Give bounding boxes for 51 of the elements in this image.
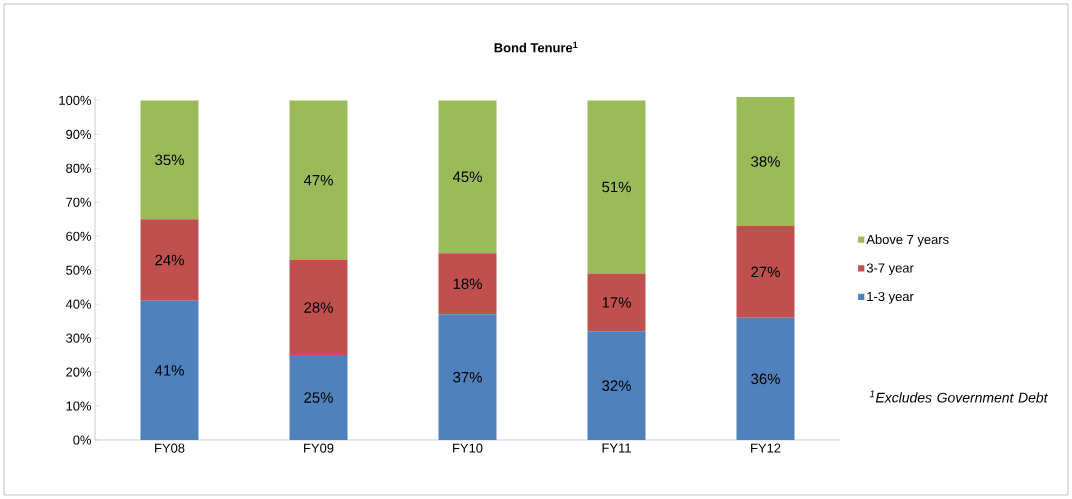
y-tick-label: 0% [73,435,92,445]
bar [587,273,646,332]
bar [140,300,199,440]
y-tick-label: 20% [66,367,92,377]
data-label: 28% [304,302,333,313]
data-label: 45% [452,171,482,183]
bar [140,100,199,220]
bar [736,226,795,318]
text: $^{1}$Excludes Government Debt [869,390,1048,403]
x-tick-label: FY10 [453,443,483,453]
data-label: 36% [751,373,780,385]
data-label: 32% [602,380,631,391]
y-tick-label: 10% [66,401,92,411]
bar [289,355,348,440]
data-label: 51% [602,181,631,193]
bar [587,100,646,274]
data-label: 38% [751,156,780,167]
bar [289,100,348,260]
bar [736,317,795,440]
legend-label: Above 7 years [866,234,949,247]
x-tick-label: FY09 [304,443,334,453]
legend-label: 3-7 year [866,263,914,276]
y-tick-label: 100% [59,95,92,105]
y-tick-label: 80% [66,163,92,173]
legend-label: 1-3 year [867,291,914,304]
y-tick-label: 40% [65,299,92,309]
chart-title: Bond Tenure$^{1}$ [494,41,578,53]
y-tick-label: 90% [66,129,92,139]
bar [587,331,646,440]
data-label: 35% [155,154,184,166]
bar [736,96,795,227]
bar [438,253,497,315]
bar [140,219,199,301]
data-label: 24% [155,254,184,266]
y-tick-label: 50% [66,265,92,275]
data-label: 47% [303,174,333,186]
bar [289,259,348,356]
x-tick-label: FY12 [751,443,781,453]
bar [438,314,497,440]
y-tick-label: 60% [66,231,92,241]
x-tick-label: FY11 [602,443,631,453]
y-tick-label: 70% [66,197,92,207]
data-label: 37% [453,371,482,383]
data-label: 27% [751,266,780,278]
data-label: 17% [602,297,631,308]
data-label: 41% [154,365,184,376]
bar [438,100,497,254]
data-label: 18% [453,278,482,290]
x-tick-label: FY08 [155,443,185,453]
data-label: 25% [304,392,333,403]
y-tick-label: 30% [66,333,92,343]
